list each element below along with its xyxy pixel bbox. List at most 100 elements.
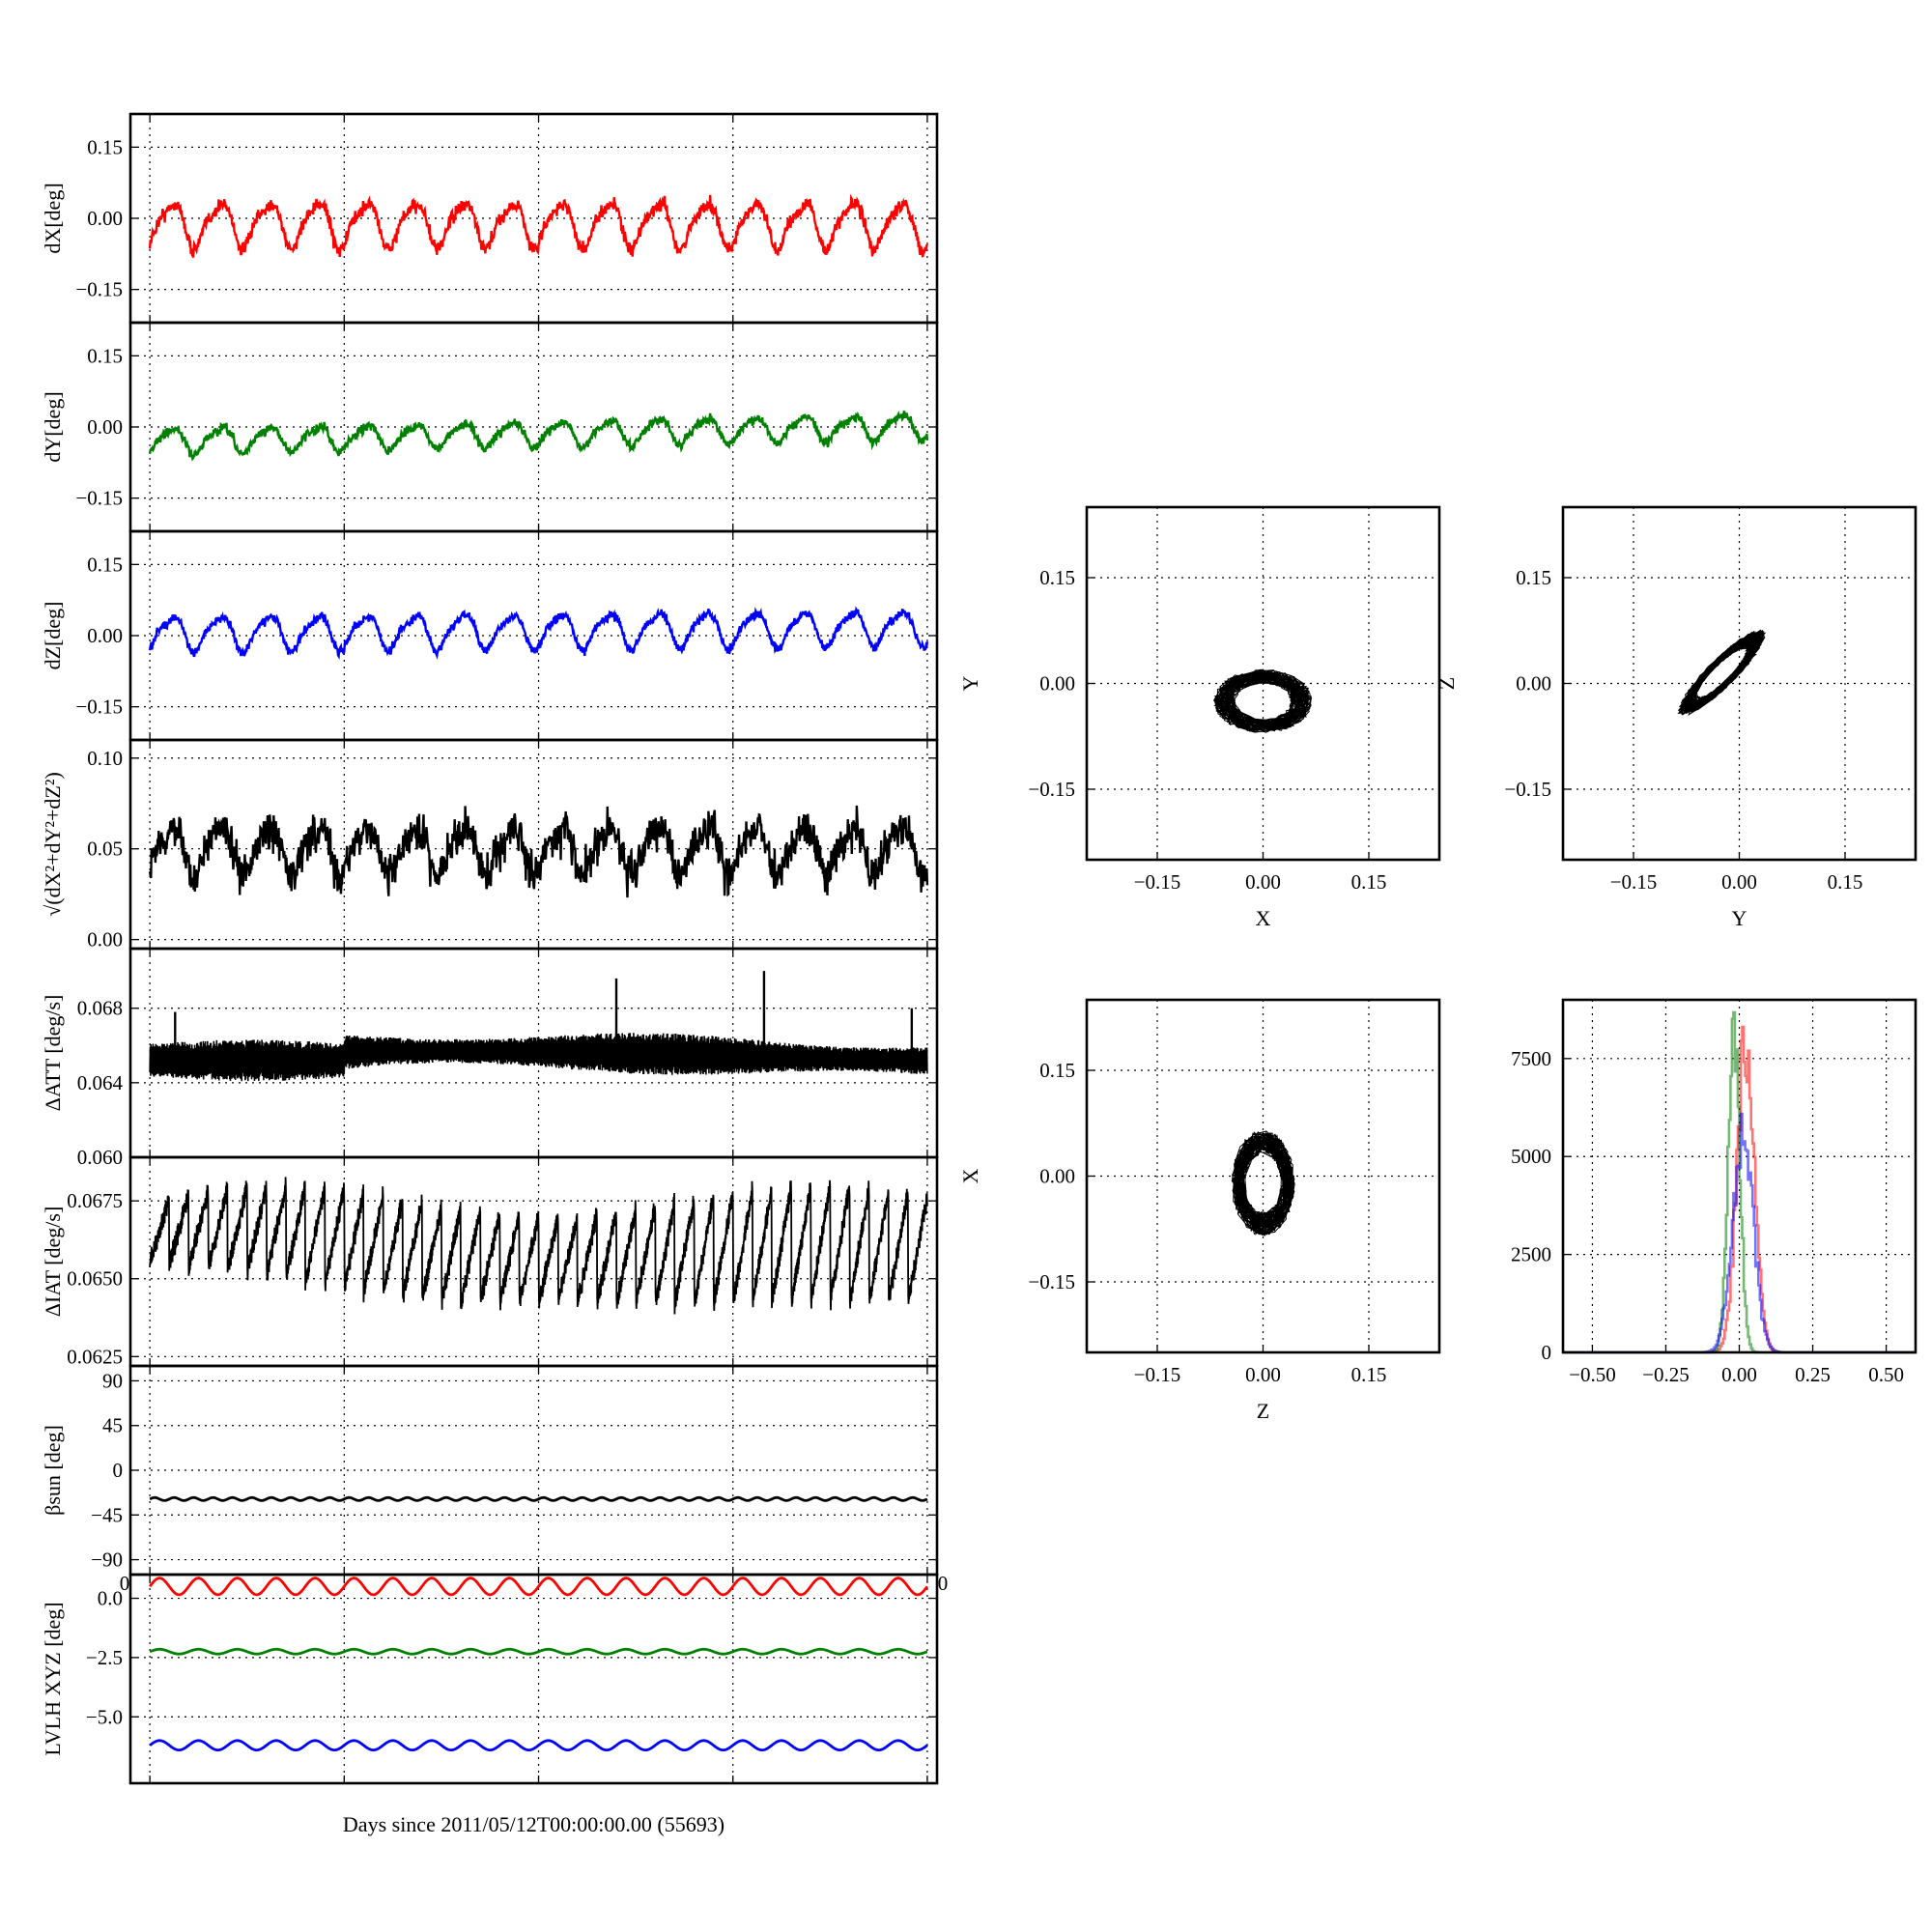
y-tick-label: 0.00: [1039, 672, 1075, 696]
x-axis-label: Z: [1257, 1399, 1269, 1423]
x-tick-label: 0.15: [1351, 1363, 1387, 1386]
y-tick-label: 0.0650: [67, 1267, 123, 1291]
y-tick-label: 0.0: [98, 1587, 123, 1610]
y-tick-label: −90: [91, 1548, 123, 1572]
y-axis-label: dX[deg]: [41, 183, 65, 253]
x-tick-label: −0.15: [1134, 1363, 1181, 1386]
panel-dx: 0.15 0.00 −0.15 dX[deg]: [41, 112, 939, 325]
panel-mag: 0.10 0.05 0.00 √(dX²+dY²+dZ²): [41, 738, 939, 952]
y-axis-label: Y: [958, 675, 982, 691]
x-tick-label: 0.25: [1795, 1363, 1831, 1386]
series-line: [148, 410, 929, 462]
x-axis-label: X: [1256, 906, 1271, 930]
series-line: [148, 606, 929, 661]
panel-hist: −0.50 −0.25 0.00 0.25 0.50 0 2500 5000 7500: [1511, 998, 1918, 1386]
y-axis-label: dZ[deg]: [41, 602, 65, 670]
y-tick-label: −5.0: [86, 1705, 123, 1728]
y-tick-label: −45: [91, 1503, 123, 1526]
y-tick-label: 45: [102, 1414, 123, 1437]
y-tick-label: 0.15: [1516, 566, 1551, 589]
y-axis-label: LVLH XYZ [deg]: [41, 1602, 65, 1755]
y-axis-label: Z: [1435, 677, 1459, 690]
y-tick-label: 7500: [1511, 1047, 1551, 1070]
y-tick-label: −0.15: [1028, 778, 1075, 801]
y-tick-label: −0.15: [75, 487, 123, 510]
y-tick-label: 5000: [1511, 1145, 1551, 1168]
axes-frame: [1085, 998, 1441, 1354]
panel-dz: 0.15 0.00 −0.15 dZ[deg]: [41, 529, 939, 742]
y-tick-label: 0.05: [87, 838, 123, 861]
scatter-trace: [1677, 629, 1766, 716]
x-tick-label: 0.15: [1828, 870, 1863, 894]
series-line: [148, 1577, 929, 1597]
scatter-trace: [1212, 668, 1313, 733]
x-axis-label: Days since 2011/05/12T00:00:00.00 (55693…: [343, 1812, 724, 1836]
x-tick-label: −0.50: [1569, 1363, 1616, 1386]
x-tick-label: 0.15: [1351, 870, 1387, 894]
axes-frame: [128, 1573, 939, 1785]
y-tick-label: −0.15: [75, 278, 123, 301]
panel-yz: −0.15 −0.15 0.00 0.00 0.15 0.15 Y Z: [1435, 505, 1918, 930]
series-line: [149, 1033, 928, 1082]
y-tick-label: 0.060: [77, 1146, 123, 1169]
y-tick-label: 0.00: [87, 928, 123, 952]
y-axis-label: √(dX²+dY²+dZ²): [41, 772, 65, 917]
y-tick-label: 0.00: [87, 415, 123, 439]
panel-dy: 0.15 0.00 −0.15 dY[deg]: [41, 321, 939, 533]
panel-zx: −0.15 −0.15 0.00 0.00 0.15 0.15 Z X: [958, 998, 1441, 1423]
y-tick-label: 0.064: [77, 1071, 124, 1094]
series-line: [148, 193, 929, 258]
x-tick-label: −0.25: [1642, 1363, 1690, 1386]
y-tick-label: 0.15: [87, 553, 123, 576]
y-tick-label: 0: [113, 1459, 124, 1482]
axes-frame: [1561, 998, 1918, 1354]
y-tick-label: 2500: [1511, 1243, 1551, 1266]
y-tick-label: 0.0675: [67, 1189, 123, 1212]
y-tick-label: 0.00: [1039, 1165, 1075, 1188]
y-axis-label: ΔIAT [deg/s]: [41, 1207, 65, 1318]
y-tick-label: 0.00: [1516, 672, 1551, 696]
series-line: [149, 1739, 928, 1751]
y-tick-label: −0.15: [75, 696, 123, 719]
axes-frame: [128, 529, 939, 742]
x-tick-label: 0.00: [1721, 1363, 1757, 1386]
x-tick-label: 0: [938, 1572, 949, 1595]
panel-datt: 0.068 0.064 0.060 ΔATT [deg/s]: [41, 947, 939, 1169]
series-line: [148, 805, 929, 898]
x-tick-label: 0: [120, 1572, 130, 1595]
panel-lvlh: 0.0 −2.5 −5.0 LVLH XYZ [deg] 0 0 Days since 20…: [41, 1572, 948, 1836]
series-line: [149, 1495, 928, 1502]
panel-xy: −0.15 −0.15 0.00 0.00 0.15 0.15 X Y: [958, 505, 1441, 930]
x-tick-label: 0.00: [1721, 870, 1757, 894]
y-tick-label: −2.5: [86, 1646, 123, 1669]
series-line: [149, 1177, 928, 1315]
y-tick-label: 0: [1542, 1341, 1552, 1364]
y-axis-label: X: [958, 1168, 982, 1183]
scatter-trace: [1231, 1130, 1295, 1236]
x-tick-label: 0.00: [1245, 870, 1281, 894]
y-axis-label: ΔATT [deg/s]: [41, 995, 65, 1112]
y-axis-label: dY[deg]: [41, 391, 65, 462]
y-tick-label: 0.15: [87, 135, 123, 158]
y-tick-label: −0.15: [1504, 778, 1551, 801]
x-tick-label: −0.15: [1610, 870, 1658, 894]
y-tick-label: 0.00: [87, 207, 123, 230]
y-tick-label: 0.15: [1039, 1059, 1075, 1082]
panel-diat: 0.0675 0.0650 0.0625 ΔIAT [deg/s]: [41, 1155, 939, 1368]
y-tick-label: 0.15: [87, 344, 123, 367]
x-tick-label: 0.00: [1245, 1363, 1281, 1386]
x-axis-label: Y: [1732, 906, 1747, 930]
panel-bsun: 90 45 0 −45 −90 βsun [deg]: [41, 1364, 939, 1577]
y-tick-label: 0.0625: [67, 1345, 123, 1368]
axes-frame: [1085, 505, 1441, 862]
y-tick-label: 90: [102, 1369, 123, 1392]
x-tick-label: −0.15: [1134, 870, 1181, 894]
y-tick-label: 0.068: [77, 997, 123, 1020]
y-tick-label: 0.00: [87, 624, 123, 647]
y-axis-label: βsun [deg]: [41, 1425, 65, 1516]
axes-frame: [128, 1364, 939, 1577]
series-line: [149, 1647, 928, 1656]
y-tick-label: −0.15: [1028, 1270, 1075, 1293]
y-tick-label: 0.15: [1039, 566, 1075, 589]
